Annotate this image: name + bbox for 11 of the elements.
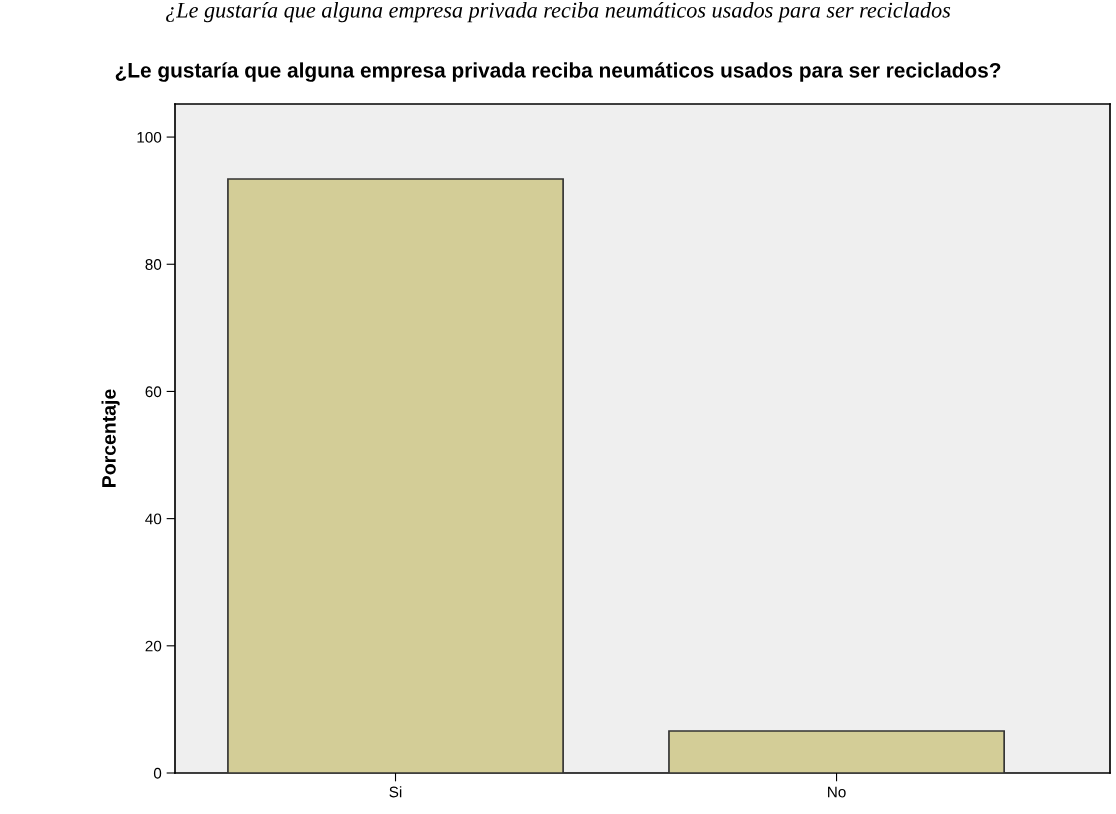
- x-tick-label: Si: [389, 786, 402, 798]
- y-axis-title: Porcentaje: [101, 389, 120, 487]
- y-tick-label: 100: [137, 131, 162, 143]
- chart-title: ¿Le gustaría que alguna empresa privada reciba neumáticos usados para ser reciclados?: [115, 62, 1001, 82]
- y-tick-label: 40: [145, 513, 162, 525]
- y-tick-label: 60: [145, 386, 162, 398]
- text: ¿Le gustaría que alguna empresa privada reciba neumáticos usados para ser reciclados: [166, 2, 951, 23]
- y-tick-label: 20: [145, 640, 162, 652]
- y-tick-label: 0: [153, 767, 162, 779]
- y-tick-label: 80: [145, 259, 162, 270]
- x-tick-label: No: [828, 786, 846, 798]
